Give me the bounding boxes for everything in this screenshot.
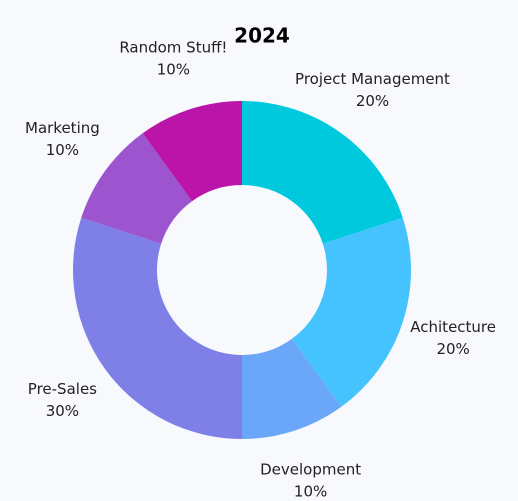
slice-label: Marketing [25, 119, 100, 137]
chart-title: 2024 [234, 24, 290, 48]
slice-label: Project Management [295, 70, 450, 88]
donut-slice [242, 101, 403, 244]
donut-slice [291, 217, 411, 407]
slice-label: Pre-Sales [28, 380, 97, 398]
slice-value-label: 30% [46, 402, 79, 420]
donut-slice [142, 101, 242, 202]
slice-value-label: 10% [46, 141, 79, 159]
slice-value-label: 10% [157, 60, 190, 78]
slice-label: Development [260, 461, 361, 479]
slice-value-label: 20% [356, 92, 389, 110]
donut-slice [72, 217, 242, 439]
donut-slice [81, 133, 193, 244]
slice-value-label: 20% [436, 340, 469, 358]
donut-slice [242, 338, 342, 439]
slice-label: Achitecture [410, 318, 496, 336]
slice-label: Random Stuff! [119, 38, 227, 56]
slice-value-label: 10% [294, 483, 327, 497]
